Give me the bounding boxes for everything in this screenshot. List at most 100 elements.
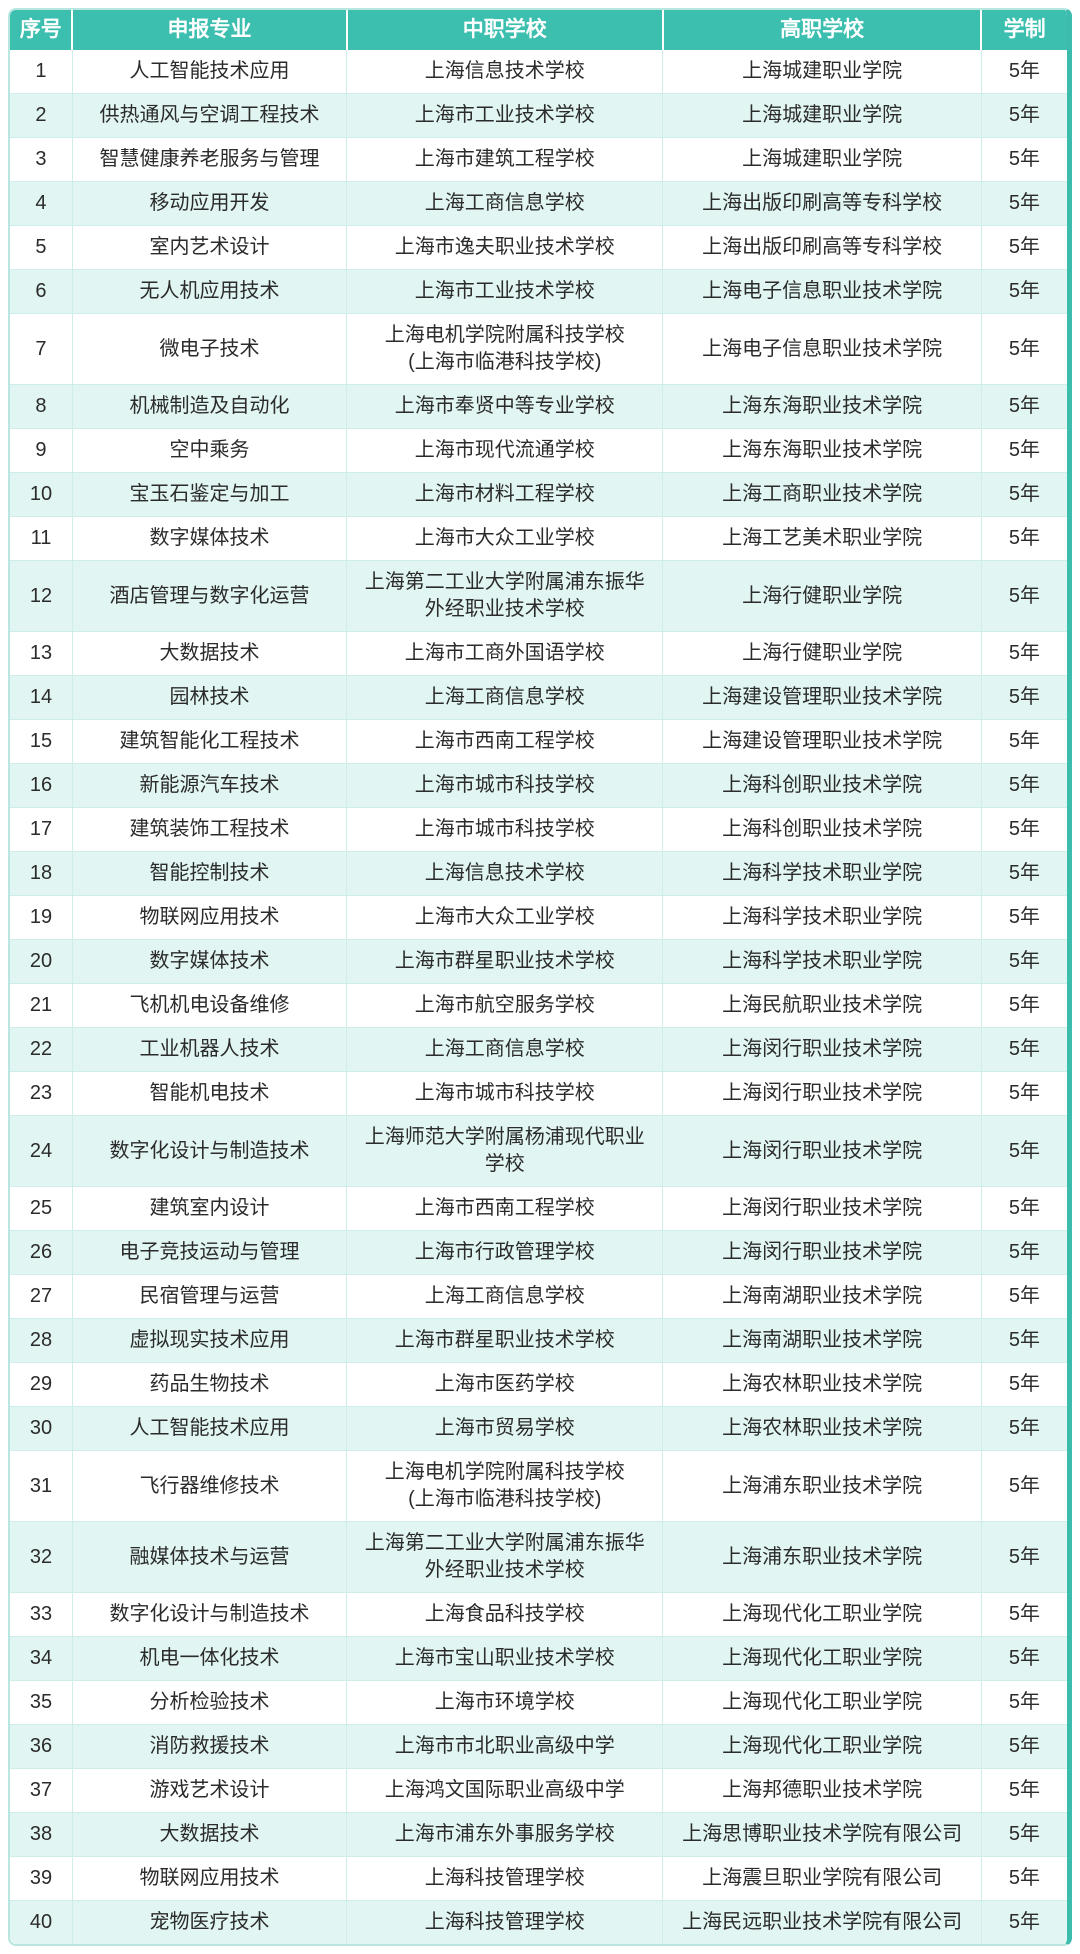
duration-cell: 5年 <box>981 1071 1067 1116</box>
duration-cell: 5年 <box>981 1680 1067 1725</box>
major-cell: 虚拟现实技术应用 <box>72 1318 348 1363</box>
secondary-school-cell: 上海市城市科技学校 <box>346 1071 664 1116</box>
secondary-school-cell: 上海市医药学校 <box>346 1362 664 1407</box>
duration-cell: 5年 <box>981 807 1067 852</box>
college-cell: 上海科学技术职业学院 <box>662 851 982 896</box>
secondary-school-cell: 上海市群星职业技术学校 <box>346 939 664 984</box>
college-cell: 上海现代化工职业学院 <box>662 1724 982 1769</box>
duration-cell: 5年 <box>981 1115 1067 1187</box>
secondary-school-cell: 上海电机学院附属科技学校 (上海市临港科技学校) <box>346 313 664 385</box>
row-number-cell: 33 <box>10 1592 73 1637</box>
major-cell: 大数据技术 <box>72 1812 348 1857</box>
college-cell: 上海建设管理职业技术学院 <box>662 675 982 720</box>
duration-cell: 5年 <box>981 1768 1067 1813</box>
table-row: 25 建筑室内设计 上海市西南工程学校 上海闵行职业技术学院 5年 <box>10 1186 1067 1231</box>
duration-cell: 5年 <box>981 516 1067 561</box>
secondary-school-cell: 上海电机学院附属科技学校 (上海市临港科技学校) <box>346 1450 664 1522</box>
college-cell: 上海科创职业技术学院 <box>662 763 982 808</box>
college-cell: 上海建设管理职业技术学院 <box>662 719 982 764</box>
table-row: 12 酒店管理与数字化运营 上海第二工业大学附属浦东振华 外经职业技术学校 上海行健职… <box>10 560 1067 632</box>
college-cell: 上海现代化工职业学院 <box>662 1636 982 1681</box>
duration-cell: 5年 <box>981 560 1067 632</box>
duration-cell: 5年 <box>981 93 1067 138</box>
duration-cell: 5年 <box>981 1027 1067 1072</box>
secondary-school-cell: 上海市市北职业高级中学 <box>346 1724 664 1769</box>
college-cell: 上海农林职业技术学院 <box>662 1362 982 1407</box>
row-number-cell: 13 <box>10 631 73 676</box>
table-row: 19 物联网应用技术 上海市大众工业学校 上海科学技术职业学院 5年 <box>10 895 1067 940</box>
secondary-school-cell: 上海工商信息学校 <box>346 181 664 226</box>
secondary-school-cell: 上海工商信息学校 <box>346 1027 664 1072</box>
secondary-school-cell: 上海食品科技学校 <box>346 1592 664 1637</box>
duration-cell: 5年 <box>981 1856 1067 1901</box>
secondary-school-cell: 上海市工业技术学校 <box>346 93 664 138</box>
secondary-school-cell: 上海第二工业大学附属浦东振华 外经职业技术学校 <box>346 560 664 632</box>
major-cell: 智慧健康养老服务与管理 <box>72 137 348 182</box>
college-cell: 上海科学技术职业学院 <box>662 939 982 984</box>
college-cell: 上海科学技术职业学院 <box>662 895 982 940</box>
college-cell: 上海城建职业学院 <box>662 50 982 94</box>
major-cell: 大数据技术 <box>72 631 348 676</box>
duration-cell: 5年 <box>981 225 1067 270</box>
row-number-cell: 2 <box>10 93 73 138</box>
duration-cell: 5年 <box>981 851 1067 896</box>
header-duration: 学制 <box>981 10 1067 50</box>
college-cell: 上海南湖职业技术学院 <box>662 1274 982 1319</box>
secondary-school-cell: 上海市建筑工程学校 <box>346 137 664 182</box>
table-row: 40 宠物医疗技术 上海科技管理学校 上海民远职业技术学院有限公司 5年 <box>10 1900 1067 1944</box>
row-number-cell: 16 <box>10 763 73 808</box>
college-cell: 上海现代化工职业学院 <box>662 1592 982 1637</box>
secondary-school-cell: 上海市行政管理学校 <box>346 1230 664 1275</box>
programs-table: 序号 申报专业 中职学校 高职学校 学制 1 人工智能技术应用 上海信息技术学校 上海… <box>10 10 1067 1944</box>
table-row: 29 药品生物技术 上海市医药学校 上海农林职业技术学院 5年 <box>10 1362 1067 1407</box>
table-row: 13 大数据技术 上海市工商外国语学校 上海行健职业学院 5年 <box>10 631 1067 676</box>
duration-cell: 5年 <box>981 384 1067 429</box>
secondary-school-cell: 上海市航空服务学校 <box>346 983 664 1028</box>
row-number-cell: 30 <box>10 1406 73 1451</box>
major-cell: 建筑室内设计 <box>72 1186 348 1231</box>
table-row: 23 智能机电技术 上海市城市科技学校 上海闵行职业技术学院 5年 <box>10 1071 1067 1116</box>
table-row: 7 微电子技术 上海电机学院附属科技学校 (上海市临港科技学校) 上海电子信息职业技术… <box>10 313 1067 385</box>
duration-cell: 5年 <box>981 1274 1067 1319</box>
row-number-cell: 35 <box>10 1680 73 1725</box>
row-number-cell: 11 <box>10 516 73 561</box>
college-cell: 上海浦东职业技术学院 <box>662 1521 982 1593</box>
secondary-school-cell: 上海工商信息学校 <box>346 1274 664 1319</box>
secondary-school-cell: 上海市浦东外事服务学校 <box>346 1812 664 1857</box>
row-number-cell: 31 <box>10 1450 73 1522</box>
college-cell: 上海闵行职业技术学院 <box>662 1230 982 1275</box>
duration-cell: 5年 <box>981 472 1067 517</box>
college-cell: 上海电子信息职业技术学院 <box>662 269 982 314</box>
secondary-school-cell: 上海市群星职业技术学校 <box>346 1318 664 1363</box>
major-cell: 数字化设计与制造技术 <box>72 1592 348 1637</box>
duration-cell: 5年 <box>981 1636 1067 1681</box>
college-cell: 上海民远职业技术学院有限公司 <box>662 1900 982 1944</box>
row-number-cell: 37 <box>10 1768 73 1813</box>
major-cell: 消防救援技术 <box>72 1724 348 1769</box>
major-cell: 酒店管理与数字化运营 <box>72 560 348 632</box>
secondary-school-cell: 上海师范大学附属杨浦现代职业 学校 <box>346 1115 664 1187</box>
secondary-school-cell: 上海鸿文国际职业高级中学 <box>346 1768 664 1813</box>
college-cell: 上海出版印刷高等专科学校 <box>662 181 982 226</box>
duration-cell: 5年 <box>981 719 1067 764</box>
college-cell: 上海工商职业技术学院 <box>662 472 982 517</box>
row-number-cell: 12 <box>10 560 73 632</box>
college-cell: 上海闵行职业技术学院 <box>662 1186 982 1231</box>
secondary-school-cell: 上海信息技术学校 <box>346 851 664 896</box>
duration-cell: 5年 <box>981 1812 1067 1857</box>
programs-table-container: 序号 申报专业 中职学校 高职学校 学制 1 人工智能技术应用 上海信息技术学校 上海… <box>8 8 1072 1946</box>
duration-cell: 5年 <box>981 181 1067 226</box>
major-cell: 供热通风与空调工程技术 <box>72 93 348 138</box>
major-cell: 人工智能技术应用 <box>72 1406 348 1451</box>
college-cell: 上海浦东职业技术学院 <box>662 1450 982 1522</box>
college-cell: 上海邦德职业技术学院 <box>662 1768 982 1813</box>
table-row: 1 人工智能技术应用 上海信息技术学校 上海城建职业学院 5年 <box>10 50 1067 94</box>
major-cell: 智能机电技术 <box>72 1071 348 1116</box>
duration-cell: 5年 <box>981 1186 1067 1231</box>
row-number-cell: 26 <box>10 1230 73 1275</box>
secondary-school-cell: 上海市工商外国语学校 <box>346 631 664 676</box>
major-cell: 园林技术 <box>72 675 348 720</box>
major-cell: 建筑智能化工程技术 <box>72 719 348 764</box>
college-cell: 上海闵行职业技术学院 <box>662 1027 982 1072</box>
table-row: 33 数字化设计与制造技术 上海食品科技学校 上海现代化工职业学院 5年 <box>10 1592 1067 1637</box>
